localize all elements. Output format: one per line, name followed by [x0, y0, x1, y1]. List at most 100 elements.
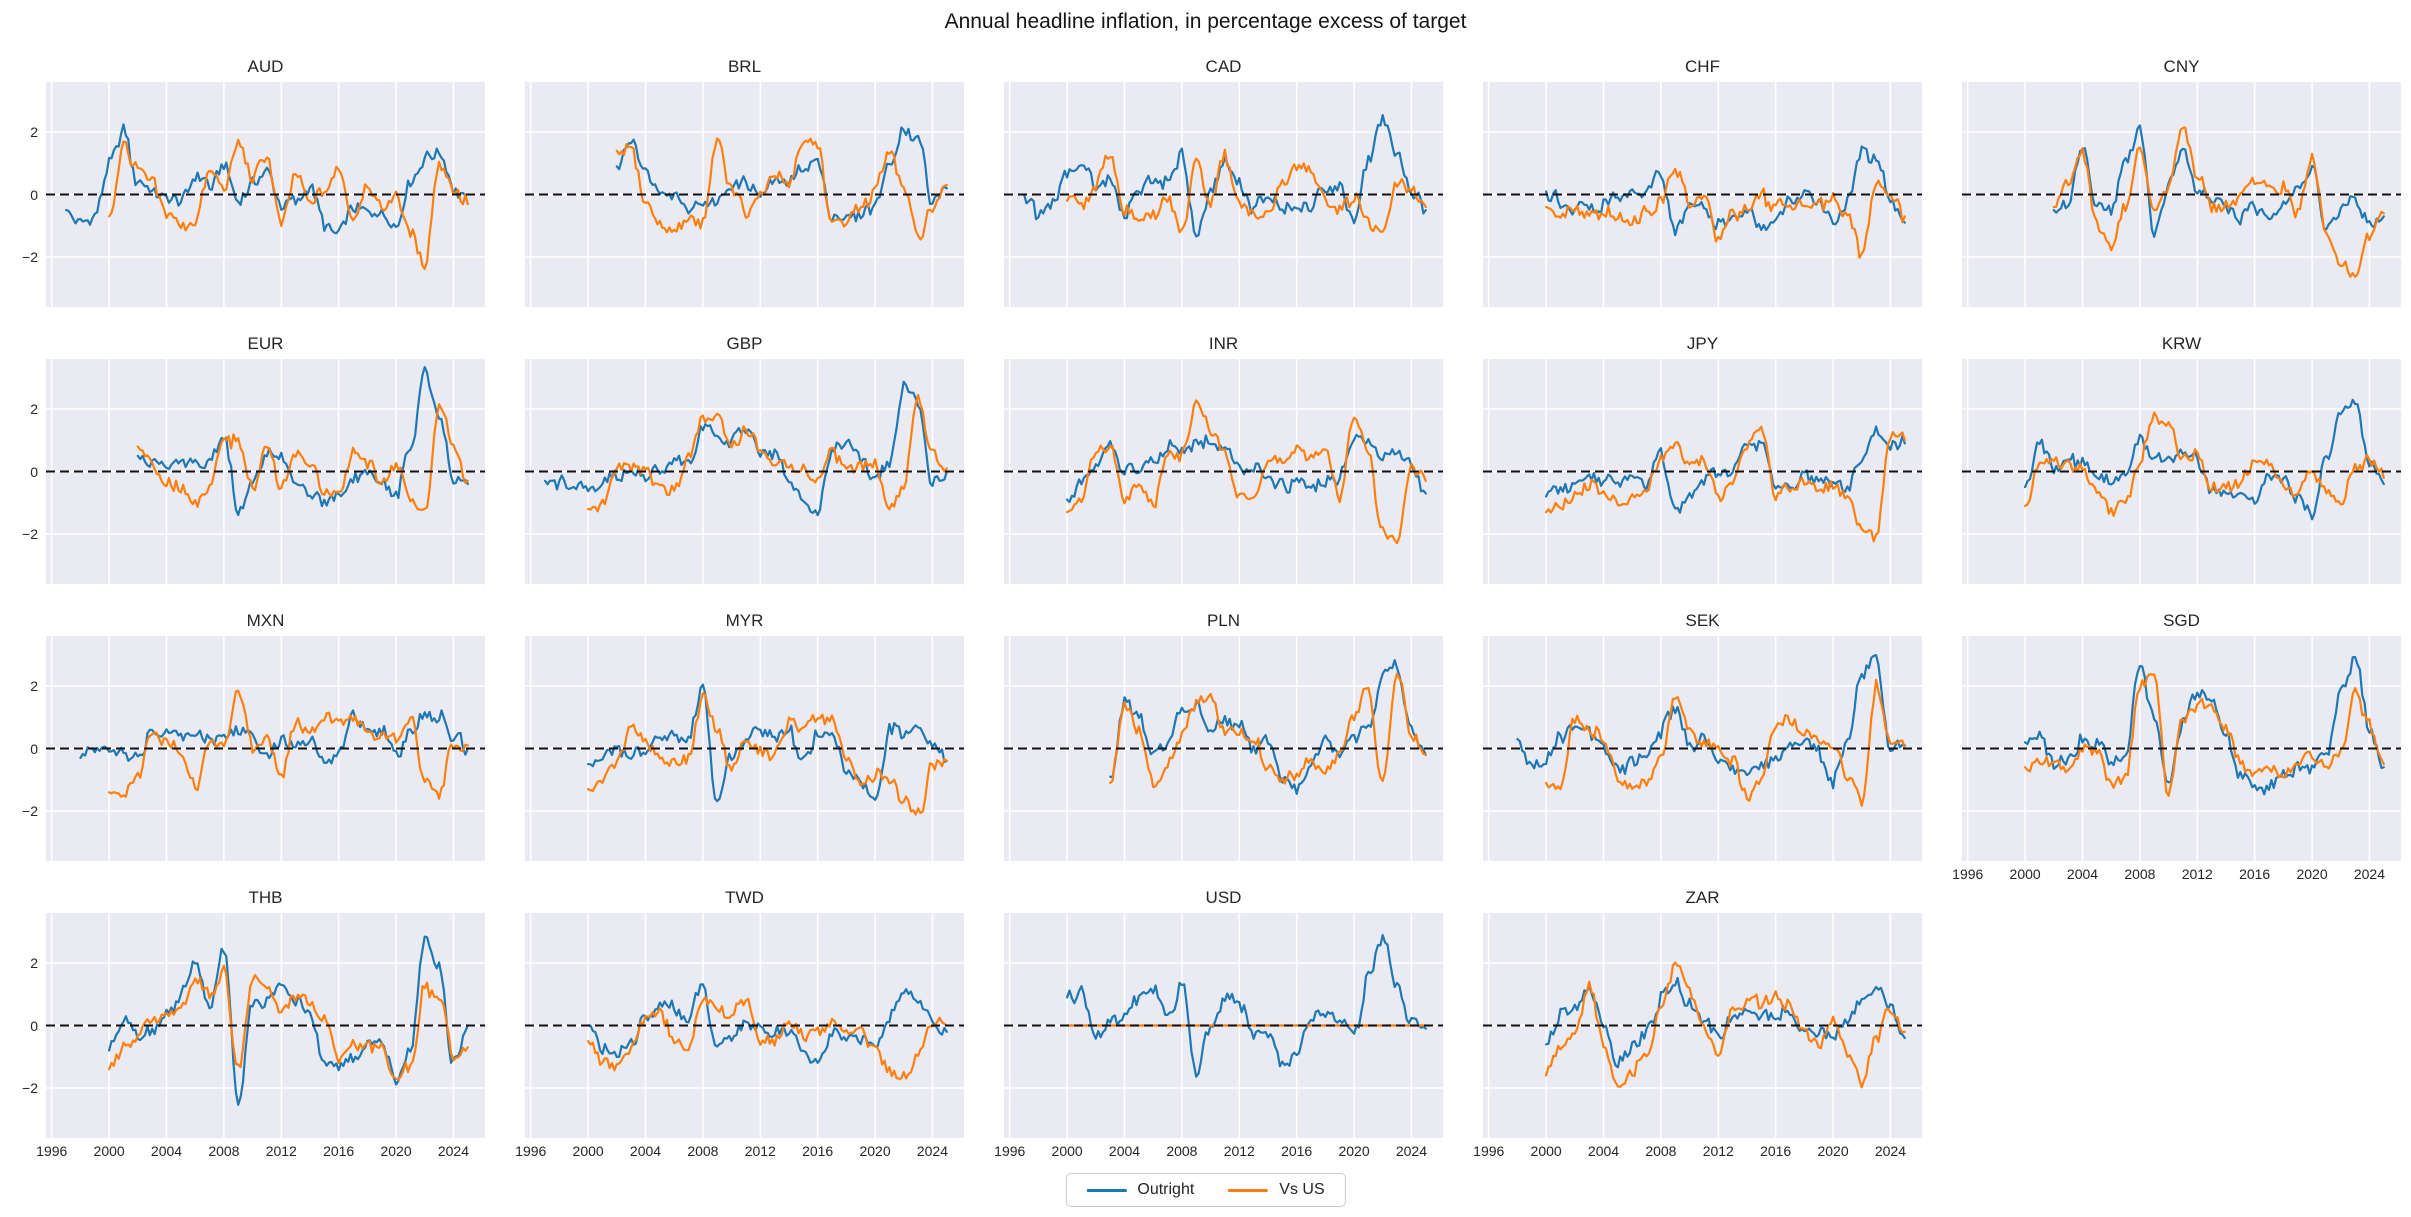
panel-canvas-TWD: [525, 913, 964, 1138]
panel-plot-SEK: [1483, 636, 1922, 861]
vs-us-line-swatch: [1228, 1188, 1269, 1192]
x-tick-label: 2024: [916, 1143, 949, 1159]
vs-us-line-EUR: [136, 403, 469, 511]
panel-title-MYR: MYR: [725, 611, 764, 630]
vs-us-line-THB: [108, 964, 469, 1081]
panel-canvas-KRW: [1962, 359, 2401, 584]
x-tick-label: 2012: [744, 1143, 776, 1159]
vs-us-line-CHF: [1545, 167, 1906, 259]
subplot-SGD: SGD 1996 2000 2004 2008 2012 2016 2020 2024: [1952, 609, 2401, 882]
x-tick-label: 2004: [150, 1143, 183, 1159]
panel-plot-MYR: [525, 636, 964, 861]
y-tick-label: 2: [30, 124, 38, 140]
x-tick-label: 2024: [1874, 1143, 1907, 1159]
x-tick-label: 2020: [1817, 1143, 1849, 1159]
y-tick-label: −2: [22, 1080, 38, 1096]
vs-us-line-ZAR: [1545, 961, 1906, 1089]
x-tick-label: 1996: [36, 1143, 68, 1159]
legend-item-vs-us: Vs US: [1228, 1181, 1325, 1199]
x-tick-label: 2000: [572, 1143, 604, 1159]
outright-line-USD: [1066, 934, 1427, 1078]
x-tick-label: 2016: [1760, 1143, 1792, 1159]
outright-line-SGD: [2024, 655, 2385, 796]
subplot-EUR: EUR −2 0 2: [22, 332, 485, 584]
panel-title-JPY: JPY: [1686, 334, 1719, 353]
subplot-JPY: JPY: [1483, 332, 1922, 584]
panel-canvas-CAD: [1004, 82, 1443, 307]
outright-line-BRL: [615, 126, 948, 223]
x-tick-label: 2024: [2353, 866, 2386, 882]
x-tick-label: 2016: [802, 1143, 834, 1159]
y-tick-label: 2: [30, 955, 38, 971]
panel-title-TWD: TWD: [725, 888, 764, 907]
panel-plot-EUR: −2 0 2: [22, 359, 485, 584]
x-tick-label: 2004: [1587, 1143, 1620, 1159]
panel-canvas-GBP: [525, 359, 964, 584]
panel-title-CHF: CHF: [1685, 57, 1720, 76]
panel-canvas-CHF: [1483, 82, 1922, 307]
x-tick-label: 2012: [1223, 1143, 1255, 1159]
y-tick-label: −2: [22, 249, 38, 265]
panel-canvas-JPY: [1483, 359, 1922, 584]
panel-plot-BRL: [525, 82, 964, 307]
outright-line-swatch: [1086, 1188, 1127, 1192]
subplot-CNY: CNY: [1962, 55, 2401, 307]
x-tick-label: 2020: [859, 1143, 891, 1159]
panel-title-CNY: CNY: [2163, 57, 2200, 76]
legend-item-outright: Outright: [1086, 1181, 1194, 1199]
panel-plot-CHF: [1483, 82, 1922, 307]
panel-canvas-MYR: [525, 636, 964, 861]
subplot-KRW: KRW: [1962, 332, 2401, 584]
panel-plot-JPY: [1483, 359, 1922, 584]
y-tick-label: 0: [30, 1017, 38, 1034]
subplot-TWD: TWD 1996 2000 2004 2008 2012 2016 2020 2024: [515, 886, 964, 1159]
x-tick-label: 2008: [1166, 1143, 1198, 1159]
panel-plot-ZAR: 1996 2000 2004 2008 2012 2016 2020 2024: [1473, 913, 1922, 1159]
panel-canvas-THB: [46, 913, 485, 1138]
vs-us-line-SGD: [2024, 673, 2385, 797]
vs-us-line-GBP: [587, 393, 948, 513]
panel-canvas-AUD: [46, 82, 485, 307]
panel-canvas-CNY: [1962, 82, 2401, 307]
panel-canvas-MXN: [46, 636, 485, 861]
panel-plot-KRW: [1962, 359, 2401, 584]
x-tick-label: 2020: [380, 1143, 412, 1159]
vs-us-line-INR: [1066, 399, 1427, 545]
vs-us-line-AUD: [108, 138, 469, 271]
x-tick-label: 2000: [1051, 1143, 1083, 1159]
vs-us-line-CAD: [1066, 148, 1427, 234]
panel-canvas-BRL: [525, 82, 964, 307]
panel-canvas-PLN: [1004, 636, 1443, 861]
x-tick-label: 1996: [1473, 1143, 1505, 1159]
x-tick-label: 2004: [2066, 866, 2099, 882]
panel-canvas-USD: [1004, 913, 1443, 1138]
vs-us-line-SEK: [1545, 678, 1906, 807]
x-tick-label: 2012: [2181, 866, 2213, 882]
y-tick-label: 0: [30, 740, 38, 757]
y-tick-label: −2: [22, 803, 38, 819]
outright-line-CNY: [2052, 124, 2385, 238]
panel-plot-CNY: [1962, 82, 2401, 307]
panel-title-USD: USD: [1205, 888, 1242, 907]
x-tick-label: 2016: [323, 1143, 355, 1159]
x-tick-label: 2024: [437, 1143, 470, 1159]
x-tick-label: 2008: [208, 1143, 240, 1159]
x-tick-label: 1996: [515, 1143, 547, 1159]
y-tick-label: −2: [22, 526, 38, 542]
outright-line-TWD: [587, 983, 948, 1064]
outright-line-CAD: [1022, 114, 1427, 238]
panel-plot-SGD: 1996 2000 2004 2008 2012 2016 2020 2024: [1952, 636, 2401, 882]
panel-plot-INR: [1004, 359, 1443, 584]
panel-title-ZAR: ZAR: [1685, 888, 1720, 907]
panel-plot-PLN: [1004, 636, 1443, 861]
x-tick-label: 2000: [93, 1143, 125, 1159]
panel-canvas-SGD: [1962, 636, 2401, 861]
vs-us-line-PLN: [1109, 672, 1427, 789]
x-tick-label: 2012: [1702, 1143, 1734, 1159]
vs-us-line-CNY: [2052, 126, 2385, 278]
panel-title-AUD: AUD: [247, 57, 284, 76]
legend-label-outright: Outright: [1137, 1181, 1195, 1198]
x-tick-label: 2004: [1108, 1143, 1141, 1159]
outright-line-JPY: [1545, 425, 1906, 514]
subplot-ZAR: ZAR 1996 2000 2004 2008 2012 2016 2020 2024: [1473, 886, 1922, 1159]
